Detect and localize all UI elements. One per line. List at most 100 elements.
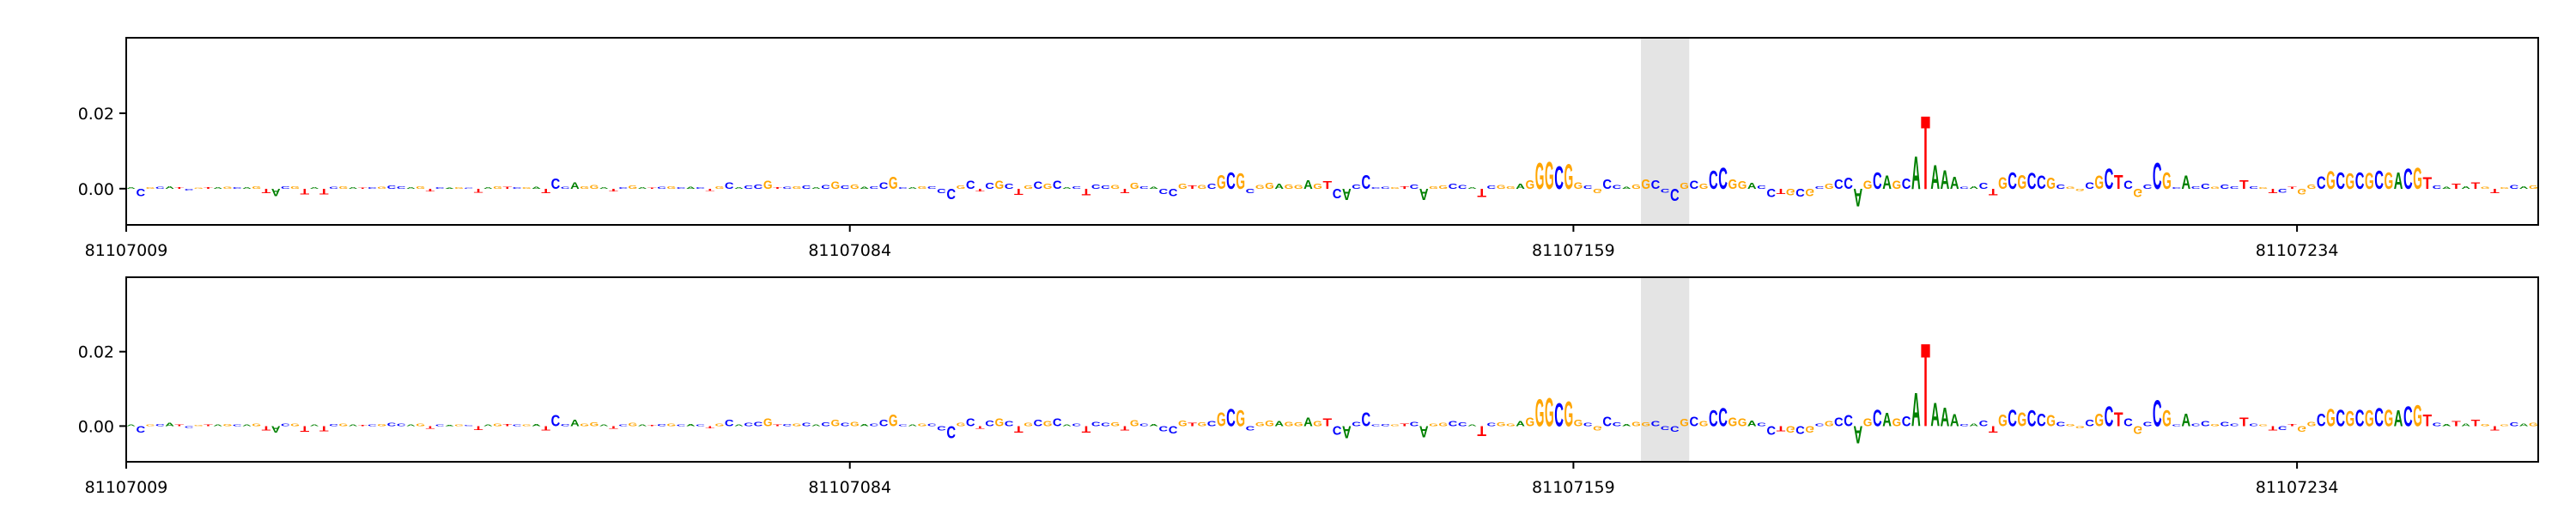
logo-letter: A bbox=[1950, 173, 1959, 192]
logo-letter: C bbox=[1873, 167, 1882, 194]
logo-letter: A bbox=[2519, 423, 2529, 427]
logo-letter: C bbox=[744, 185, 753, 190]
logo-letter: G bbox=[454, 424, 464, 427]
logo-letter: G bbox=[1110, 421, 1120, 427]
logo-letter: A bbox=[2182, 172, 2191, 193]
logo-letter: C bbox=[1226, 403, 1236, 432]
logo-letter: G bbox=[146, 424, 155, 427]
logo-letter: C bbox=[869, 422, 878, 427]
logo-letter: C bbox=[1361, 172, 1370, 194]
logo-letter: G bbox=[1526, 179, 1535, 192]
logo-letter: C bbox=[513, 424, 522, 427]
logo-letter: C bbox=[966, 415, 975, 428]
logo-letter: C bbox=[1005, 420, 1014, 428]
logo-letter: C bbox=[2230, 185, 2239, 190]
logo-letter: T bbox=[1777, 424, 1787, 433]
logo-letter: G bbox=[290, 423, 300, 427]
logo-letter: A bbox=[1911, 383, 1921, 437]
logo-letter: A bbox=[1342, 185, 1352, 203]
logo-letter: G bbox=[2075, 425, 2085, 428]
logo-letter: C bbox=[2336, 167, 2345, 194]
logo-letter: G bbox=[763, 415, 773, 428]
logo-letter: C bbox=[841, 185, 850, 190]
logo-letter: T bbox=[1323, 416, 1333, 428]
logo-letter: G bbox=[2500, 186, 2509, 189]
logo-letter: C bbox=[387, 185, 397, 190]
logo-letter: C bbox=[1718, 161, 1728, 195]
logo-letter: G bbox=[2075, 188, 2085, 191]
logo-letter: G bbox=[2162, 405, 2172, 432]
x-tick-label: 81107084 bbox=[808, 478, 891, 497]
logo-letter: A bbox=[1622, 186, 1631, 190]
logo-letter: A bbox=[165, 185, 174, 190]
logo-letter: A bbox=[310, 424, 319, 427]
logo-letter: C bbox=[1207, 420, 1217, 428]
logo-letter: G bbox=[1786, 186, 1795, 197]
logo-letter: C bbox=[2085, 180, 2094, 191]
logo-letter: C bbox=[2220, 184, 2229, 191]
logo-letter: C bbox=[185, 188, 194, 191]
logo-letter: G bbox=[889, 410, 898, 429]
logo-letter: G bbox=[2094, 409, 2104, 431]
logo-letter: C bbox=[879, 417, 889, 428]
logo-letter: C bbox=[1979, 419, 1989, 428]
logo-letter: T bbox=[1121, 425, 1130, 432]
logo-letter: T bbox=[1082, 424, 1091, 435]
logo-letter: C bbox=[966, 178, 975, 191]
logo-letter: G bbox=[918, 185, 927, 190]
logo-letter: A bbox=[1882, 410, 1892, 432]
logo-letter: A bbox=[1747, 419, 1757, 428]
logo-letter: C bbox=[696, 186, 705, 189]
logo-letter: A bbox=[2461, 185, 2470, 190]
logo-letter: C bbox=[2037, 172, 2046, 193]
logo-letter: A bbox=[483, 187, 493, 190]
logo-letter: A bbox=[349, 424, 358, 427]
logo-letter: C bbox=[1091, 421, 1101, 427]
logo-letter: C bbox=[2230, 422, 2239, 427]
logo-letter: T bbox=[1777, 187, 1787, 196]
logo-letter: A bbox=[1419, 185, 1429, 203]
logo-letter: C bbox=[435, 424, 445, 427]
logo-letter: T bbox=[975, 187, 985, 191]
logo-letter: T bbox=[174, 186, 184, 189]
logo-letter: G bbox=[2094, 172, 2104, 193]
logo-letter: T bbox=[541, 425, 550, 432]
logo-letter: G bbox=[1043, 182, 1053, 191]
logo-letter: C bbox=[1226, 167, 1236, 194]
logo-letter: T bbox=[2239, 416, 2249, 430]
logo-letter: C bbox=[1959, 186, 1969, 190]
logo-letter: G bbox=[522, 424, 532, 427]
logo-letter: G bbox=[2066, 186, 2075, 190]
logo-letter: G bbox=[1526, 416, 1535, 430]
logo-letter: A bbox=[445, 425, 454, 427]
x-tick-label: 81107234 bbox=[2256, 478, 2339, 497]
logo-letter: A bbox=[1882, 173, 1892, 194]
logo-letter: T bbox=[204, 187, 214, 190]
logo-letter: G bbox=[1390, 424, 1400, 427]
logo-letter: G bbox=[1429, 185, 1438, 190]
logo-letter: C bbox=[2355, 167, 2365, 194]
logo-letter: C bbox=[1661, 425, 1670, 430]
logo-letter: C bbox=[435, 186, 445, 189]
logo-letter: C bbox=[561, 186, 570, 190]
logo-letter: C bbox=[1091, 184, 1101, 191]
logo-letter: C bbox=[2249, 422, 2258, 427]
logo-letter: T bbox=[319, 424, 330, 433]
logo-letter: G bbox=[1506, 422, 1516, 427]
logo-letter: C bbox=[2433, 185, 2442, 190]
logo-letter: G bbox=[1998, 173, 2008, 193]
logo-letter: T bbox=[358, 425, 368, 427]
logo-letter: A bbox=[165, 422, 174, 427]
x-tick-label: 81107159 bbox=[1532, 241, 1615, 260]
logo-letter: G bbox=[223, 423, 233, 427]
plot-frame bbox=[125, 276, 2539, 463]
logo-letter: C bbox=[185, 426, 194, 428]
logo-letter: G bbox=[2133, 424, 2142, 437]
logo-letter: C bbox=[937, 425, 946, 432]
logo-letter: C bbox=[1458, 185, 1467, 191]
logo-letter: T bbox=[2269, 187, 2279, 194]
logo-letter: G bbox=[1236, 170, 1245, 194]
logo-letter: C bbox=[1410, 184, 1419, 191]
logo-letter: G bbox=[1197, 185, 1206, 191]
logo-letter: A bbox=[734, 424, 744, 427]
